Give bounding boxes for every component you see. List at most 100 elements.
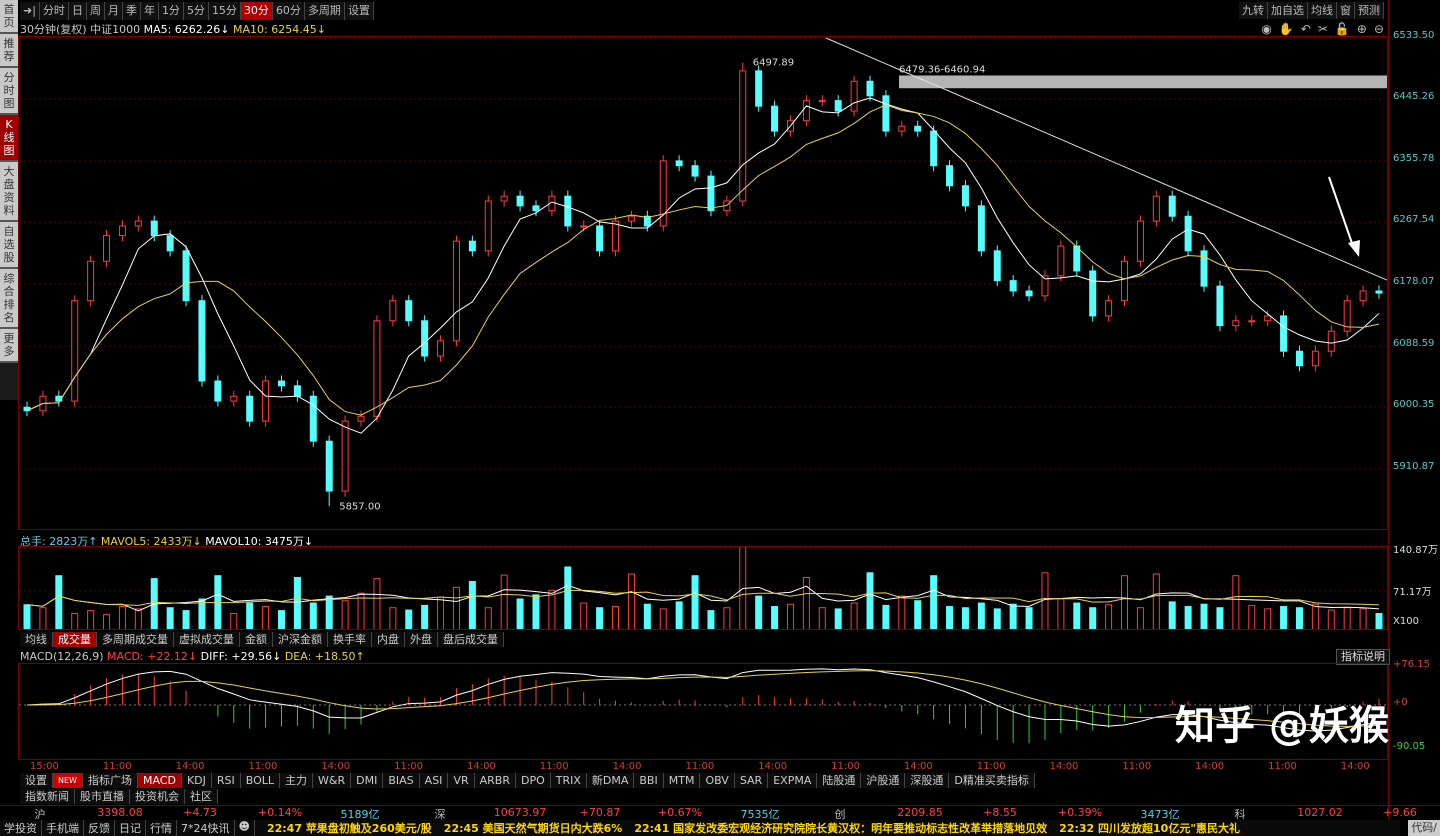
indicator-tab-17[interactable]: BBI bbox=[634, 773, 664, 788]
footer-link-1[interactable]: 手机端 bbox=[42, 820, 84, 836]
volume-bar bbox=[643, 603, 651, 629]
indicator-tab-6[interactable]: BOLL bbox=[240, 773, 281, 788]
undo-icon[interactable]: ↶ bbox=[1300, 22, 1311, 36]
indicator-tab-15[interactable]: TRIX bbox=[550, 773, 587, 788]
sidebar-item-0[interactable]: 首页 bbox=[0, 0, 18, 34]
indicator-tab-0[interactable]: 设置 bbox=[20, 773, 53, 788]
volume-bar bbox=[182, 610, 190, 629]
info-tab-0[interactable]: 指数新闻 bbox=[20, 789, 75, 804]
sidebar-item-3[interactable]: K线图 bbox=[0, 115, 18, 162]
indicator-tab-8[interactable]: W&R bbox=[313, 773, 352, 788]
hand-icon[interactable]: ✋ bbox=[1278, 22, 1294, 36]
sidebar-item-6[interactable]: 综合排名 bbox=[0, 269, 18, 329]
indicator-tab-5[interactable]: RSI bbox=[211, 773, 241, 788]
scissors-icon[interactable]: ✂ bbox=[1317, 22, 1328, 36]
dea-line bbox=[26, 670, 1380, 727]
volume-bar bbox=[357, 592, 365, 629]
indicator-tab-20[interactable]: SAR bbox=[734, 773, 769, 788]
ma5-value: MA5: 6262.26↓ bbox=[143, 23, 230, 36]
sidebar-item-2[interactable]: 分时图 bbox=[0, 68, 18, 115]
indicator-tab-2[interactable]: 指标广场 bbox=[82, 773, 138, 788]
indicator-tab-7[interactable]: 主力 bbox=[280, 773, 314, 788]
indicator-tab-24[interactable]: 深股通 bbox=[905, 773, 950, 788]
indicator-tab-25[interactable]: D精准买卖指标 bbox=[949, 773, 1035, 788]
candlestick-chart[interactable]: 6497.89 5857.00 6479.36-6460.94 bbox=[18, 36, 1388, 530]
volume-chart[interactable] bbox=[18, 546, 1388, 630]
toolbar-button-0[interactable]: 九转 bbox=[1239, 2, 1268, 19]
new-badge[interactable]: NEW bbox=[53, 773, 83, 788]
period-tab-8[interactable]: 15分 bbox=[208, 2, 241, 20]
toolbar-button-2[interactable]: 均线 bbox=[1308, 2, 1337, 19]
volume-tab-5[interactable]: 沪深金额 bbox=[273, 632, 328, 647]
indicator-tab-4[interactable]: KDJ bbox=[181, 773, 212, 788]
info-tab-2[interactable]: 投资机会 bbox=[130, 789, 185, 804]
info-tab-3[interactable]: 社区 bbox=[185, 789, 218, 804]
eye-icon[interactable]: ◉ bbox=[1261, 22, 1272, 36]
sidebar-item-5[interactable]: 自选股 bbox=[0, 222, 18, 269]
period-tab-6[interactable]: 1分 bbox=[158, 2, 184, 20]
period-tab-0[interactable]: 分时 bbox=[39, 2, 69, 20]
footer-link-0[interactable]: 学投资 bbox=[0, 820, 42, 836]
indicator-tab-12[interactable]: VR bbox=[448, 773, 475, 788]
volume-tab-8[interactable]: 外盘 bbox=[405, 632, 438, 647]
code-input-box[interactable]: 代码/ bbox=[1408, 820, 1440, 836]
sidebar-item-7[interactable]: 更多 bbox=[0, 329, 18, 363]
indicator-tab-9[interactable]: DMI bbox=[351, 773, 384, 788]
period-tab-4[interactable]: 季 bbox=[122, 2, 141, 20]
indicator-tab-3[interactable]: MACD bbox=[137, 773, 182, 788]
macd-chart[interactable] bbox=[18, 663, 1388, 760]
volume-tab-4[interactable]: 金额 bbox=[240, 632, 273, 647]
sidebar-item-1[interactable]: 推荐 bbox=[0, 34, 18, 68]
period-tab-3[interactable]: 月 bbox=[104, 2, 123, 20]
volume-bar bbox=[786, 603, 794, 629]
indicator-help-button[interactable]: 指标说明 bbox=[1336, 649, 1390, 665]
period-tab-12[interactable]: 设置 bbox=[344, 2, 374, 20]
indicator-tab-11[interactable]: ASI bbox=[419, 773, 449, 788]
period-tab-11[interactable]: 多周期 bbox=[304, 2, 345, 20]
news-item[interactable]: 22:41 国家发改委宏观经济研究院院长黄汉权：明年要推动标志性改革举措落地见效 bbox=[634, 822, 1048, 835]
indicator-tab-13[interactable]: ARBR bbox=[474, 773, 516, 788]
collapse-icon[interactable]: ➜| bbox=[20, 2, 40, 20]
volume-tab-7[interactable]: 内盘 bbox=[372, 632, 405, 647]
volume-tab-1[interactable]: 成交量 bbox=[53, 632, 97, 647]
indicator-tab-10[interactable]: BIAS bbox=[383, 773, 420, 788]
indicator-tab-16[interactable]: 新DMA bbox=[586, 773, 635, 788]
indicator-tab-21[interactable]: EXPMA bbox=[768, 773, 818, 788]
footer-link-3[interactable]: 日记 bbox=[115, 820, 146, 836]
time-label: 11:00 bbox=[248, 761, 278, 772]
sidebar-item-4[interactable]: 大盘资料 bbox=[0, 162, 18, 222]
toolbar-button-1[interactable]: 加自选 bbox=[1268, 2, 1308, 19]
candle bbox=[1295, 350, 1303, 367]
indicator-tab-22[interactable]: 陆股通 bbox=[817, 773, 862, 788]
toolbar-button-3[interactable]: 窗 bbox=[1337, 2, 1355, 19]
footer-link-2[interactable]: 反馈 bbox=[84, 820, 115, 836]
footer-link-5[interactable]: 7*24快讯 bbox=[177, 820, 235, 836]
robot-icon[interactable]: ☻ bbox=[235, 820, 255, 836]
footer-link-4[interactable]: 行情 bbox=[146, 820, 177, 836]
volume-bar bbox=[659, 608, 667, 629]
info-tab-1[interactable]: 股市直播 bbox=[75, 789, 130, 804]
volume-tab-2[interactable]: 多周期成交量 bbox=[97, 632, 174, 647]
indicator-tab-19[interactable]: OBV bbox=[700, 773, 735, 788]
indicator-tab-14[interactable]: DPO bbox=[515, 773, 551, 788]
indicator-tab-23[interactable]: 沪股通 bbox=[861, 773, 906, 788]
period-tab-10[interactable]: 60分 bbox=[272, 2, 305, 20]
zoom-out-icon[interactable]: ⊖ bbox=[1373, 22, 1384, 36]
lock-icon[interactable]: 🔓 bbox=[1334, 22, 1350, 36]
period-tab-5[interactable]: 年 bbox=[140, 2, 159, 20]
period-tab-1[interactable]: 日 bbox=[68, 2, 87, 20]
volume-tab-6[interactable]: 换手率 bbox=[328, 632, 372, 647]
news-item[interactable]: 22:45 美国天然气期货日内大跌6% bbox=[443, 822, 623, 835]
toolbar-button-4[interactable]: 预测 bbox=[1355, 2, 1384, 19]
period-tab-7[interactable]: 5分 bbox=[183, 2, 209, 20]
volume-tab-0[interactable]: 均线 bbox=[20, 632, 53, 647]
period-tab-2[interactable]: 周 bbox=[86, 2, 105, 20]
period-tab-9[interactable]: 30分 bbox=[240, 2, 273, 20]
volume-tab-3[interactable]: 虚拟成交量 bbox=[174, 632, 240, 647]
news-item[interactable]: 22:32 四川发放超10亿元"惠民大礼 bbox=[1059, 822, 1241, 835]
index-name: 中证1000 bbox=[90, 23, 141, 36]
zoom-in-icon[interactable]: ⊕ bbox=[1356, 22, 1367, 36]
volume-tab-9[interactable]: 盘后成交量 bbox=[438, 632, 504, 647]
indicator-tab-18[interactable]: MTM bbox=[663, 773, 701, 788]
news-item[interactable]: 22:47 苹果盘初触及260美元/股 bbox=[266, 822, 432, 835]
